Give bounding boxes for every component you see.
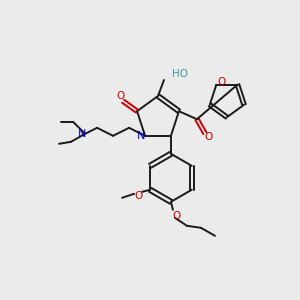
Text: N: N <box>78 129 86 139</box>
Text: O: O <box>205 132 213 142</box>
Text: O: O <box>134 191 142 201</box>
Text: O: O <box>217 76 226 87</box>
Text: O: O <box>116 91 124 101</box>
Text: O: O <box>173 211 181 221</box>
Text: HO: HO <box>172 69 188 79</box>
Text: N: N <box>137 131 145 141</box>
